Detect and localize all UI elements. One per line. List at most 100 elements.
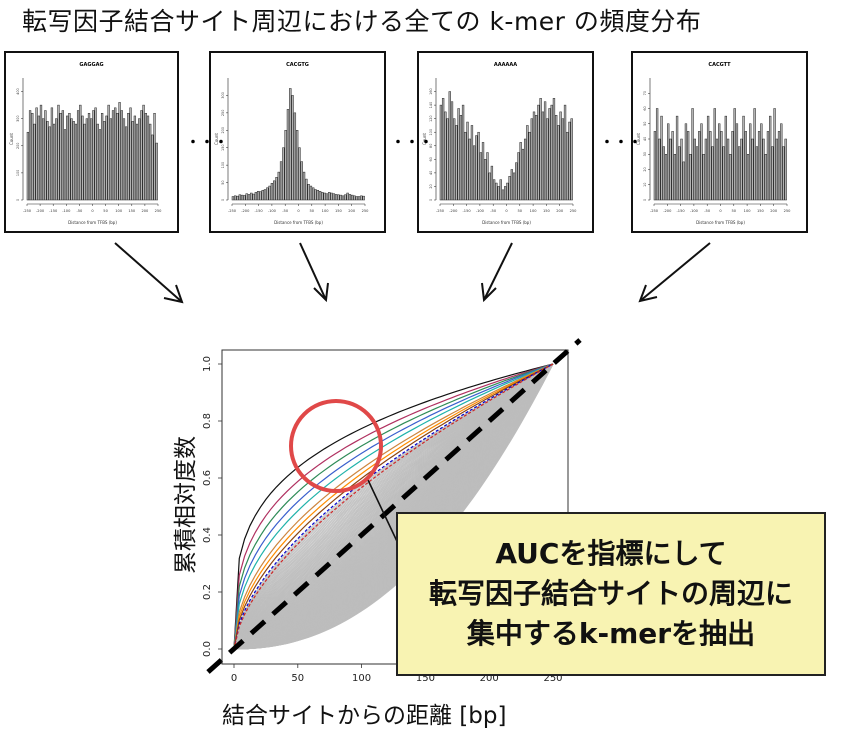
histogram-bar [83,123,86,201]
x-tick-label: -150 [463,209,472,213]
histogram-bar [307,184,310,201]
histogram-bar [477,131,480,201]
histogram-bar [302,171,306,201]
histogram-bar [314,189,317,201]
histogram-bar [687,131,690,201]
histogram-bar [127,112,130,201]
histogram-bar [81,115,84,201]
x-tick-label: -150 [677,209,686,213]
histogram-bar [510,169,514,201]
y-tick-label: 1.0 [202,356,213,372]
histogram-bar [252,193,255,201]
histogram-bar [234,195,237,201]
histogram-bar [682,161,685,201]
histogram-bar [105,115,108,201]
arrow-3 [481,242,513,303]
histogram-bar [439,104,443,201]
histogram-bar [360,195,363,201]
x-tick-label: -150 [49,209,58,213]
x-tick-label: -250 [228,209,237,213]
ellipsis-1: ・・・ [186,135,228,151]
y-tick-label: 50 [221,180,225,184]
histogram-bar [344,194,347,201]
x-tick-label: 0 [297,209,300,213]
panel-title: CACGTG [286,62,309,68]
x-tick-label: -250 [436,209,445,213]
histogram-bar [653,131,657,201]
y-tick-label: 30 [643,152,647,156]
histogram-bar [773,108,776,201]
highlighted-kmer-curve [233,363,554,650]
histogram-bar [479,152,482,201]
histogram-bar [42,118,45,201]
panel-title: GAGGAG [79,62,103,68]
histogram-bar [762,138,765,201]
histogram-bar [44,110,47,201]
histogram-bar [664,154,668,201]
histogram-bar [120,110,123,201]
histogram-bar [92,110,95,201]
panel-y-label: Count [214,133,219,145]
histogram-bar [153,112,156,201]
histogram-bar [318,191,322,201]
histogram-bar [715,138,719,201]
histogram-bar [328,192,331,201]
histogram-bar [39,104,43,201]
histogram-bar [550,104,553,201]
x-tick-label: -50 [490,209,497,213]
x-tick-label: 50 [518,209,523,213]
histogram-bar [155,142,158,201]
x-tick-label: -200 [449,209,458,213]
histogram-bar [504,186,507,201]
histogram-bar [693,138,696,201]
highlighted-kmer-curve [233,363,554,650]
histogram-bar [517,152,520,201]
histogram-bar [566,131,569,201]
x-tick-label: -100 [62,209,71,213]
x-tick-label: 50 [291,673,304,684]
histogram-bar [31,112,34,201]
histogram-bar [348,194,352,201]
histogram-bar [473,145,476,201]
histogram-bar [671,131,674,201]
histogram-bar [453,118,456,201]
histogram-bar [111,110,115,201]
histogram-bar [35,107,38,201]
histogram-bar [236,195,239,201]
histogram-bar [475,135,478,201]
histogram-bar [704,138,708,201]
auc-callout-box: AUCを指標にして 転写因子結合サイトの周辺に 集中するk-merを抽出 [396,512,826,676]
histogram-bar [678,146,681,201]
y-tick-label: 60 [429,157,433,161]
histogram-bar [321,192,324,201]
histogram-bar [740,138,743,201]
y-tick-label: 50 [643,122,647,126]
histogram-bar [528,131,531,201]
x-tick-label: -250 [23,209,32,213]
histogram-bar [667,123,670,201]
y-tick-label: 40 [643,137,647,141]
histogram-bar [764,154,767,201]
histogram-bar [76,110,80,201]
y-tick-label: 300 [16,115,20,121]
histogram-bar [46,121,49,201]
histogram-bar [116,112,119,201]
histogram-bar [655,108,659,201]
x-tick-label: -200 [663,209,672,213]
histogram-bar [68,112,71,201]
arrow-4 [638,242,711,303]
histogram-bar [275,177,278,201]
histogram-bar [263,189,267,201]
y-tick-label: 300 [221,92,225,98]
histogram-bar [499,179,502,201]
histogram-bar [231,196,235,201]
histogram-bar [277,171,280,201]
histogram-bar [334,194,338,201]
histogram-bar [26,131,30,201]
histogram-bar [543,101,547,201]
y-tick-label: 0.2 [202,584,213,600]
histogram-bar [537,104,540,201]
y-tick-label: 0.8 [202,413,213,429]
histogram-bar [266,187,269,201]
y-tick-label: 0.4 [202,527,213,543]
